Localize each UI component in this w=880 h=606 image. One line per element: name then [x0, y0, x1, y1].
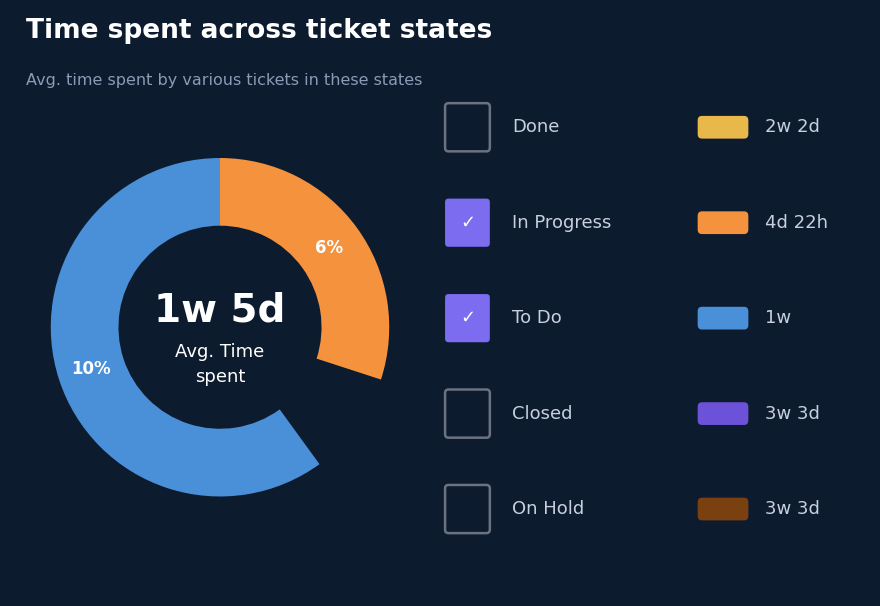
- Text: To Do: To Do: [512, 309, 561, 327]
- Text: Closed: Closed: [512, 405, 572, 422]
- FancyBboxPatch shape: [698, 402, 748, 425]
- Text: Time spent across ticket states: Time spent across ticket states: [26, 18, 493, 44]
- FancyBboxPatch shape: [445, 294, 490, 342]
- Text: Done: Done: [512, 118, 559, 136]
- FancyBboxPatch shape: [698, 307, 748, 330]
- Text: 1w 5d: 1w 5d: [154, 291, 286, 329]
- Text: In Progress: In Progress: [512, 214, 612, 231]
- Text: Avg. time spent by various tickets in these states: Avg. time spent by various tickets in th…: [26, 73, 422, 88]
- Wedge shape: [51, 158, 319, 496]
- Text: 2w 2d: 2w 2d: [766, 118, 820, 136]
- Text: On Hold: On Hold: [512, 500, 584, 518]
- Text: 10%: 10%: [71, 360, 111, 378]
- Text: 3w 3d: 3w 3d: [766, 405, 820, 422]
- Text: 6%: 6%: [315, 239, 343, 257]
- FancyBboxPatch shape: [698, 116, 748, 139]
- Text: Avg. Time
spent: Avg. Time spent: [175, 343, 265, 386]
- Text: 1w: 1w: [766, 309, 791, 327]
- FancyBboxPatch shape: [698, 211, 748, 234]
- Text: ✓: ✓: [460, 309, 475, 327]
- Wedge shape: [220, 158, 389, 379]
- FancyBboxPatch shape: [698, 498, 748, 521]
- Text: 3w 3d: 3w 3d: [766, 500, 820, 518]
- Text: 4d 22h: 4d 22h: [766, 214, 828, 231]
- FancyBboxPatch shape: [445, 199, 490, 247]
- Text: ✓: ✓: [460, 214, 475, 231]
